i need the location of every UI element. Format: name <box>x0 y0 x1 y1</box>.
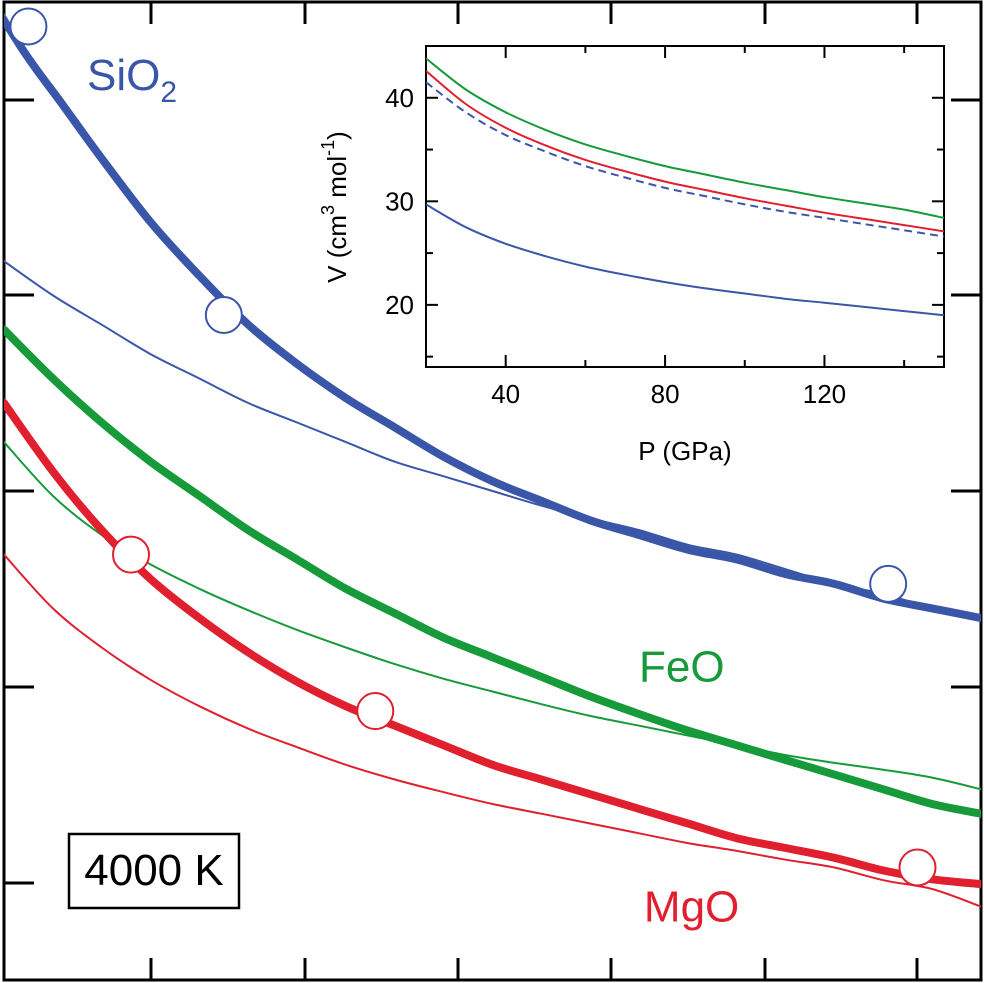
inset-y-tick-label-30: 30 <box>385 186 414 216</box>
data-point-mgo-4 <box>356 692 395 731</box>
inset-y-axis-label-end: ) <box>322 131 352 140</box>
data-point-sio2-2 <box>869 564 908 603</box>
series-mgo-thin-line <box>4 553 981 908</box>
inset-x-tick-label-80: 80 <box>651 379 680 409</box>
series-label-mgo: MgO <box>644 882 739 931</box>
inset-y-tick-label-40: 40 <box>385 83 414 113</box>
data-point-mgo-5 <box>898 848 937 887</box>
inset-y-axis-label-mid: mol <box>322 156 352 205</box>
inset-y-axis-label-exp1: 3 <box>318 205 338 215</box>
main-curves <box>4 7 981 908</box>
temperature-box <box>67 832 241 910</box>
series-label-sio2: SiO2 <box>87 51 177 109</box>
inset-x-axis-label: P (GPa) <box>638 436 731 466</box>
inset-y-axis-label-v: V (cm <box>322 215 352 283</box>
inset-series-mgo-solid-line <box>426 70 944 233</box>
series-feo-thick-line <box>4 325 981 818</box>
inset-x-tick-label-120: 120 <box>803 379 846 409</box>
data-point-mgo-3 <box>112 535 151 574</box>
data-point-sio2-1 <box>204 295 243 334</box>
temperature-label: 4000 K <box>84 846 223 895</box>
inset-frame <box>425 45 945 368</box>
series-label-feo: FeO <box>639 643 725 692</box>
series-sio2-thin-line <box>4 260 981 620</box>
series-label-subscript: 2 <box>160 76 177 109</box>
inset-series-feo-solid-line <box>426 57 944 219</box>
inset-curves <box>426 57 944 317</box>
inset-series-sio2-solid-line <box>426 203 944 317</box>
data-point-sio2-0 <box>9 7 48 46</box>
inset-y-axis-label-exp2: -1 <box>318 140 338 156</box>
inset-x-tick-label-40: 40 <box>491 379 520 409</box>
series-feo-thin-line <box>4 441 981 791</box>
inset-plot: 40 80 120 20 30 40 P (GPa) V (cm3 mol-1) <box>318 45 945 466</box>
inset-y-axis-label: V (cm3 mol-1) <box>318 131 352 283</box>
inset-y-tick-label-20: 20 <box>385 290 414 320</box>
series-mgo-thick-line <box>4 399 981 889</box>
series-sio2-thick-line <box>4 12 981 623</box>
